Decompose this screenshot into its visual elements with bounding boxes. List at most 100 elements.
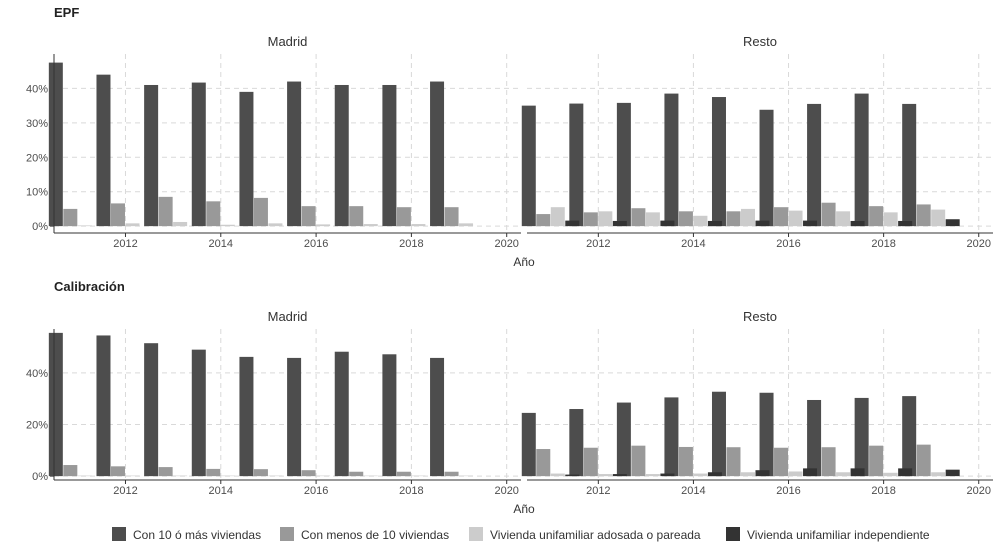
bar-3 [850, 220, 865, 227]
bar-0 [902, 396, 917, 477]
bar-1 [110, 203, 125, 227]
bar-2 [220, 224, 235, 227]
legend-label-0: Con 10 ó más viviendas [133, 528, 261, 542]
bar-2 [125, 223, 140, 227]
y-tick-label: 20% [26, 152, 48, 164]
bar-3 [945, 219, 960, 227]
bar-2 [645, 212, 660, 227]
x-tick-label: 2014 [681, 238, 705, 250]
bar-1 [253, 469, 268, 477]
bar-2 [268, 475, 283, 477]
bar-1 [253, 197, 268, 227]
bar-1 [678, 211, 693, 227]
bar-3 [565, 474, 580, 477]
x-tick-label: 2018 [399, 485, 423, 497]
bar-2 [883, 472, 898, 477]
bar-1 [774, 207, 789, 227]
bar-3 [898, 468, 913, 477]
bar-2 [459, 223, 474, 227]
bar-0 [430, 357, 445, 477]
bar-1 [63, 465, 78, 477]
x-tick-label: 2016 [776, 238, 800, 250]
y-tick-label: 0% [32, 221, 48, 233]
bar-1 [63, 208, 78, 227]
bar-0 [144, 343, 159, 477]
bar-0 [191, 82, 206, 227]
bar-0 [239, 356, 254, 477]
bar-2 [550, 473, 565, 477]
bar-2 [788, 471, 803, 477]
bar-0 [902, 103, 917, 227]
bar-1 [536, 449, 551, 477]
bar-3 [755, 220, 770, 227]
bar-0 [569, 409, 584, 477]
bar-3 [803, 468, 818, 477]
bar-1 [583, 212, 598, 227]
bar-3 [565, 220, 580, 227]
bar-0 [334, 84, 349, 227]
y-tick-label: 40% [26, 83, 48, 95]
bar-1 [678, 446, 693, 477]
bar-2 [363, 224, 378, 227]
x-tick-label: 2020 [494, 238, 518, 250]
bar-0 [807, 103, 822, 227]
bar-0 [711, 391, 726, 477]
bar-1 [158, 196, 173, 227]
legend-label-1: Con menos de 10 viviendas [301, 528, 449, 542]
bar-0 [521, 412, 536, 477]
bar-1 [349, 471, 364, 477]
section-title-1: Calibración [54, 279, 125, 294]
x-axis-title-0: Año [513, 255, 535, 269]
x-tick-label: 2012 [113, 485, 137, 497]
bar-0 [48, 62, 63, 227]
bar-0 [430, 81, 445, 227]
bar-1 [444, 207, 459, 227]
bar-2 [693, 473, 708, 477]
bar-1 [206, 468, 221, 477]
bar-2 [173, 221, 188, 227]
bar-0 [616, 102, 631, 227]
legend-swatch-2 [469, 527, 483, 541]
bar-0 [334, 351, 349, 477]
bar-2 [740, 208, 755, 227]
bar-2 [931, 472, 946, 477]
bar-0 [191, 349, 206, 477]
x-tick-label: 2014 [681, 485, 705, 497]
x-tick-label: 2018 [399, 238, 423, 250]
bar-0 [569, 103, 584, 227]
bar-3 [612, 220, 627, 227]
bar-0 [239, 91, 254, 227]
bar-3 [707, 220, 722, 227]
bar-2 [268, 223, 283, 227]
bar-3 [850, 468, 865, 477]
bar-2 [77, 475, 92, 477]
section-title-0: EPF [54, 5, 79, 20]
bar-2 [411, 224, 426, 227]
x-tick-label: 2016 [304, 238, 328, 250]
x-tick-label: 2016 [304, 485, 328, 497]
bar-2 [645, 474, 660, 477]
facet-title-1-1: Resto [743, 309, 777, 324]
bar-0 [144, 84, 159, 227]
facet-title-1-0: Madrid [268, 309, 308, 324]
bar-0 [854, 397, 869, 477]
bar-0 [287, 357, 302, 477]
bar-1 [631, 445, 646, 477]
bar-2 [931, 209, 946, 227]
bar-3 [755, 470, 770, 477]
bar-3 [945, 469, 960, 477]
x-tick-label: 2012 [586, 485, 610, 497]
bar-1 [206, 201, 221, 227]
bar-1 [158, 467, 173, 477]
bar-2 [220, 475, 235, 477]
y-tick-label: 10% [26, 187, 48, 199]
bar-1 [726, 211, 741, 227]
bar-2 [411, 475, 426, 477]
bar-2 [363, 475, 378, 477]
bar-2 [788, 210, 803, 227]
y-tick-label: 30% [26, 118, 48, 130]
x-tick-label: 2014 [209, 238, 233, 250]
bar-1 [869, 445, 884, 477]
